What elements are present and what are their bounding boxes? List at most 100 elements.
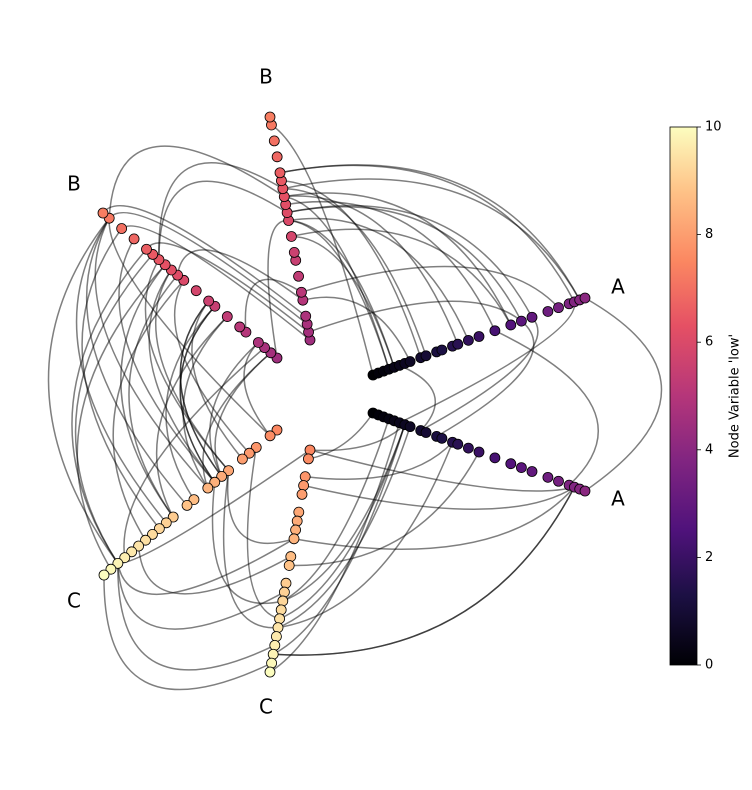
node <box>126 546 138 558</box>
edge <box>144 259 230 472</box>
edge <box>244 278 302 333</box>
edge <box>273 486 576 656</box>
node <box>288 533 300 545</box>
edge <box>302 296 411 362</box>
node <box>291 515 303 527</box>
edge <box>308 412 374 460</box>
node <box>505 319 517 331</box>
edge <box>303 484 575 510</box>
edge <box>71 248 148 564</box>
node <box>209 476 221 488</box>
edge <box>273 486 576 656</box>
edge <box>246 447 280 620</box>
node <box>112 558 124 569</box>
node <box>181 499 193 511</box>
edge <box>76 264 166 570</box>
edge <box>137 545 292 595</box>
node <box>553 475 564 487</box>
node <box>269 639 281 651</box>
edge <box>103 574 272 691</box>
node <box>579 292 591 304</box>
colorbar-tick-label: 2 <box>705 550 713 565</box>
node <box>436 432 448 444</box>
edge <box>75 217 167 524</box>
node <box>267 648 279 660</box>
node <box>250 441 262 453</box>
node <box>105 563 117 575</box>
node <box>264 430 276 442</box>
node <box>140 534 151 546</box>
node <box>436 344 448 356</box>
node <box>420 350 432 362</box>
edge <box>436 320 535 438</box>
node <box>236 453 248 465</box>
edge <box>202 352 272 489</box>
edge <box>399 364 436 432</box>
node <box>216 470 228 482</box>
node <box>264 666 276 678</box>
axis-label: A <box>611 487 625 511</box>
node <box>516 315 527 327</box>
edge <box>47 217 119 564</box>
edge <box>145 242 310 333</box>
nodes <box>97 111 591 678</box>
edge <box>308 300 522 333</box>
node <box>266 657 278 669</box>
node <box>526 311 538 323</box>
edge <box>226 470 295 544</box>
colorbar-tick-label: 0 <box>705 658 713 673</box>
edge <box>271 124 374 376</box>
edge <box>112 279 185 541</box>
node <box>526 466 538 477</box>
node <box>202 482 214 494</box>
node <box>473 446 485 458</box>
axis-label: C <box>67 589 81 613</box>
edge <box>211 482 283 605</box>
edge <box>289 451 480 567</box>
node <box>264 111 276 123</box>
edge <box>277 426 411 629</box>
edge <box>267 219 289 359</box>
node <box>116 223 128 234</box>
edge <box>155 316 228 518</box>
edge <box>277 441 454 629</box>
node <box>274 613 286 625</box>
edge <box>117 563 276 671</box>
edge <box>108 211 308 325</box>
node <box>97 207 109 219</box>
node <box>286 231 297 242</box>
node <box>304 444 316 456</box>
colorbar-label: Node Variable 'low' <box>728 334 743 458</box>
node <box>298 480 310 491</box>
node <box>270 631 282 642</box>
edge <box>118 238 216 483</box>
node <box>283 560 295 571</box>
edge <box>222 470 279 629</box>
edge <box>94 217 209 489</box>
edge <box>584 297 663 492</box>
node <box>579 485 591 497</box>
node <box>293 506 305 518</box>
edge <box>420 316 539 432</box>
node <box>133 540 145 552</box>
node <box>462 334 474 346</box>
node <box>299 471 311 483</box>
edge <box>102 204 307 317</box>
edge <box>182 316 228 489</box>
edge <box>301 265 560 309</box>
node <box>489 452 501 464</box>
axis-label: A <box>611 275 625 299</box>
node <box>300 310 312 322</box>
edge <box>279 164 581 301</box>
node <box>296 286 307 298</box>
edge <box>108 145 285 219</box>
edge <box>285 200 496 332</box>
node <box>271 424 283 436</box>
node <box>234 321 246 333</box>
edge <box>117 538 295 596</box>
edge <box>243 341 271 437</box>
edge <box>108 218 271 437</box>
axis-label: B <box>259 65 273 89</box>
edge <box>282 178 581 301</box>
